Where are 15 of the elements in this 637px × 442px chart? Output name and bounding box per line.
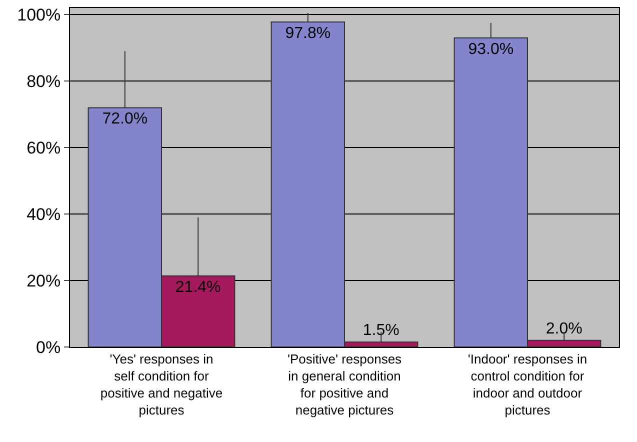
data-label: 97.8% — [285, 24, 331, 42]
data-label: 1.5% — [362, 322, 400, 340]
x-tick-label: 'Yes' responses in self condition for positive and negative pictures — [100, 352, 223, 418]
y-tick-label: 80% — [26, 72, 61, 92]
y-tick-label: 0% — [36, 338, 61, 357]
y-tick-label: 40% — [26, 205, 61, 224]
data-label: 2.0% — [546, 320, 582, 338]
y-tick-label: 20% — [26, 271, 61, 290]
y-tick-label: 60% — [26, 138, 61, 158]
x-tick-label: 'Indoor' responses in control condition for indoor and outdoor pictures — [468, 352, 588, 418]
y-tick-label: 100% — [17, 6, 61, 25]
x-tick-label: 'Positive' responses in general condition for positive and negative pictures — [287, 352, 402, 418]
data-label: 93.0% — [468, 40, 514, 58]
data-label: 72.0% — [102, 110, 148, 128]
data-label: 21.4% — [175, 278, 221, 296]
